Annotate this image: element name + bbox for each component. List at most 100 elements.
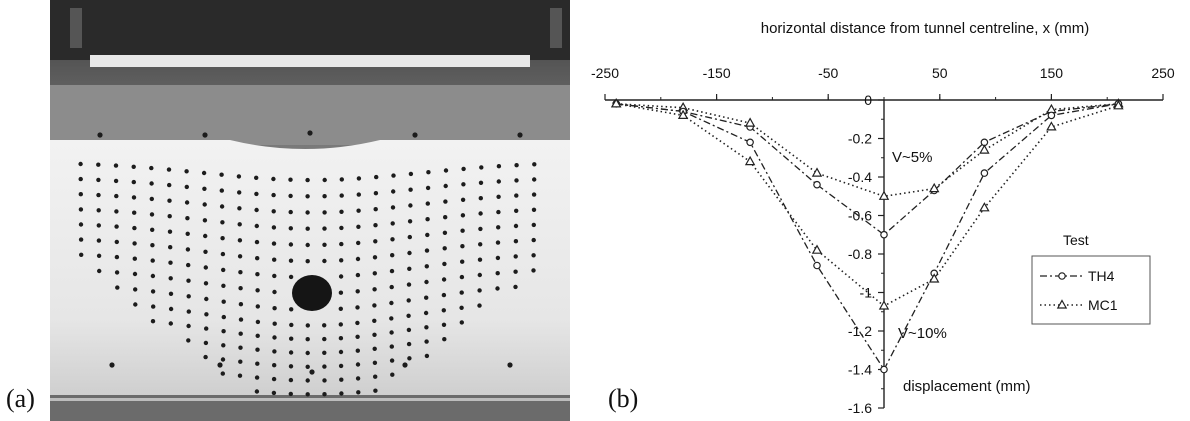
marker-dot (339, 209, 344, 214)
marker-dot (496, 194, 501, 199)
point-mc1 (744, 117, 756, 127)
marker-dot (220, 236, 225, 241)
marker-dot (78, 207, 84, 212)
marker-dot (355, 376, 361, 381)
marker-dot (221, 283, 226, 288)
marker-dot (96, 177, 101, 183)
marker-dot (477, 272, 482, 278)
marker-dot (271, 376, 277, 382)
marker-dot (149, 196, 154, 202)
point-mc1 (811, 167, 823, 177)
marker-dot (374, 174, 379, 180)
marker-dot (389, 358, 395, 363)
marker-dot (495, 255, 501, 261)
marker-dot (254, 175, 259, 180)
marker-dot (255, 288, 260, 293)
marker-dot (338, 322, 343, 327)
marker-dot (478, 180, 484, 185)
marker-dot (460, 228, 465, 233)
annotation-v10: V~10% (898, 325, 947, 342)
marker-dot (255, 319, 261, 325)
marker-dot (514, 208, 519, 213)
marker-dot (322, 350, 327, 355)
marker-dot (460, 244, 465, 249)
marker-dot (288, 177, 293, 182)
marker-dot (408, 187, 413, 192)
marker-dot (390, 221, 395, 226)
marker-dot (391, 189, 396, 194)
marker-dot (288, 364, 294, 369)
marker-dot (185, 216, 190, 221)
marker-dot (389, 268, 395, 274)
marker-dot (372, 287, 377, 292)
point-th4 (813, 261, 821, 270)
marker-dot (443, 215, 448, 220)
tunnel-model-photo (50, 0, 570, 421)
marker-dot (96, 162, 101, 167)
marker-dot (237, 206, 242, 211)
marker-dot (390, 237, 395, 242)
marker-dot (322, 392, 327, 397)
marker-dot (495, 240, 501, 245)
axes: -250 -150 -50 50 150 250 0 -0.2 -0.4 -0.6 -0.8 -1 -1… (591, 65, 1175, 416)
marker-dot (132, 241, 137, 246)
marker-dot (356, 390, 361, 395)
marker-dot (479, 165, 484, 170)
marker-dot (271, 225, 277, 230)
marker-dot (322, 210, 327, 215)
marker-dot (221, 329, 226, 334)
reference-dot (202, 132, 208, 138)
marker-dot (220, 220, 225, 225)
marker-dot (305, 259, 310, 264)
marker-dot (271, 241, 277, 246)
marker-dot (254, 239, 260, 245)
tunnel-void (292, 275, 332, 311)
marker-dot (478, 242, 483, 247)
marker-dot (406, 327, 412, 333)
marker-dot (322, 177, 327, 183)
marker-dot (237, 222, 242, 227)
marker-dot (114, 254, 120, 260)
marker-dot (477, 288, 482, 293)
marker-dot (460, 213, 466, 218)
marker-dot (114, 193, 119, 199)
reference-dot (517, 132, 523, 138)
point-mc1 (928, 182, 940, 193)
marker-dot (389, 330, 394, 335)
marker-dot (355, 272, 361, 278)
marker-dot (305, 210, 310, 215)
marker-dot (372, 271, 377, 276)
marker-dot (322, 242, 327, 247)
point-mc1 (1046, 121, 1057, 131)
marker-dot (305, 378, 310, 383)
marker-dot (133, 287, 138, 292)
marker-dot (461, 182, 466, 187)
x-tick-label: 150 (1040, 65, 1064, 81)
legend-label-th4: TH4 (1088, 268, 1115, 284)
marker-dot (531, 222, 536, 228)
marker-dot (78, 222, 84, 227)
y-tick-label: -0.4 (848, 169, 872, 185)
marker-dot (339, 177, 344, 182)
marker-dot (96, 253, 102, 258)
marker-dot (339, 391, 344, 396)
marker-dot (254, 191, 259, 197)
marker-dot (289, 336, 294, 341)
marker-dot (184, 169, 189, 174)
marker-dot (238, 270, 243, 275)
marker-dot (202, 186, 207, 191)
marker-dot (186, 294, 191, 299)
y-tick-label: -1.4 (848, 362, 872, 378)
marker-dot (513, 284, 518, 290)
marker-dot (115, 285, 120, 290)
marker-dot (460, 197, 466, 202)
marker-dot (356, 208, 361, 213)
marker-dot (459, 305, 464, 310)
marker-dot (96, 223, 101, 228)
marker-dot (288, 274, 294, 280)
marker-dot (443, 168, 449, 173)
marker-dot (407, 356, 412, 361)
marker-dot (114, 270, 120, 275)
marker-dot (131, 179, 136, 185)
marker-dot (78, 176, 83, 182)
